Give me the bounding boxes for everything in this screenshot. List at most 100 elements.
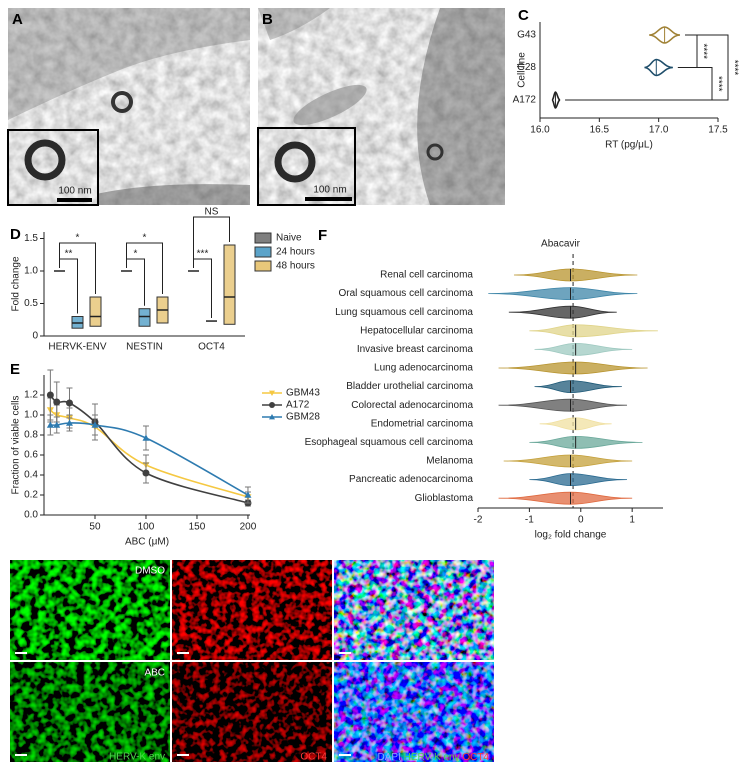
panel-label: A — [12, 11, 23, 28]
significance-label: **** — [712, 76, 723, 92]
series-line — [49, 394, 249, 504]
violin — [498, 361, 648, 375]
legend-label: Naive — [276, 233, 302, 244]
series-line — [50, 422, 249, 496]
scale-label: 100 nm — [313, 185, 346, 196]
legend-label: 48 hours — [276, 261, 315, 272]
x-tick-label: 0 — [578, 515, 584, 526]
em-particle — [111, 91, 133, 113]
merge-label: DAPI HERV-K env OCT4 — [377, 752, 489, 763]
x-tick-label: 50 — [89, 522, 101, 533]
significance-bracket — [59, 242, 96, 294]
box — [89, 296, 102, 327]
significance-bracket — [565, 67, 713, 101]
point — [65, 419, 73, 426]
y-tick-label: 1.5 — [24, 233, 38, 244]
violin — [529, 473, 628, 487]
x-tick-label: 150 — [189, 522, 206, 533]
significance-bracket — [193, 216, 230, 268]
point — [244, 491, 252, 498]
x-tick-label: 1 — [629, 515, 635, 526]
chart-title: Abacavir — [541, 239, 581, 250]
panel-label: C — [518, 7, 529, 24]
inset-border — [257, 127, 356, 206]
category-label: Melanoma — [426, 456, 473, 467]
category-label: Lung squamous cell carcinoma — [335, 307, 473, 318]
category-label: Hepatocellular carcinoma — [360, 325, 473, 336]
em-structure — [293, 84, 367, 126]
x-tick-label: 100 — [138, 522, 155, 533]
y-tick-label: 0.5 — [24, 298, 38, 309]
microscopy-grid — [10, 560, 494, 762]
y-tick-label: 0.6 — [24, 450, 38, 461]
violin — [508, 305, 617, 319]
category-label: Colorectal adenocarcinoma — [351, 400, 473, 411]
x-tick-label: 16.0 — [530, 125, 550, 136]
tile-signal — [172, 560, 332, 660]
violin — [534, 380, 622, 394]
category-label: A172 — [513, 95, 537, 106]
legend-label: A172 — [286, 400, 310, 411]
point — [91, 421, 99, 428]
y-tick-label: 0 — [32, 331, 38, 342]
box — [223, 244, 236, 325]
category-label: Pancreatic adenocarcinoma — [349, 474, 473, 485]
category-label: Endometrial carcinoma — [371, 418, 474, 429]
panel-label: F — [318, 227, 327, 244]
condition-label: ABC — [144, 668, 165, 679]
em-particle — [274, 141, 316, 183]
em-particle — [426, 143, 444, 161]
tile-signal — [334, 560, 494, 660]
em-structure — [258, 8, 330, 40]
x-tick-label: -1 — [525, 515, 534, 526]
tile-signal — [10, 560, 170, 660]
significance-bracket — [126, 258, 145, 306]
significance-bracket — [126, 242, 163, 294]
category-label: Oral squamous cell carcinoma — [339, 288, 474, 299]
em-structure — [8, 8, 250, 120]
y-tick-label: 0.2 — [24, 490, 38, 501]
violin — [529, 435, 643, 449]
em-particle — [24, 139, 66, 181]
y-axis-label: Cell line — [517, 52, 528, 88]
tile-signal — [334, 662, 494, 762]
point — [46, 421, 54, 428]
violin — [498, 398, 628, 412]
point — [142, 469, 150, 477]
significance-label: **** — [697, 43, 708, 59]
significance-bracket — [59, 258, 78, 314]
inset — [258, 128, 355, 205]
y-axis-label: Fraction of viable cells — [11, 396, 22, 495]
legend-marker — [269, 390, 275, 396]
violin — [503, 454, 633, 468]
significance-label: * — [76, 233, 80, 244]
violin — [529, 324, 658, 338]
x-tick-label: HERVK-ENV — [48, 342, 106, 353]
significance-label: * — [134, 249, 138, 260]
legend-swatch — [254, 246, 272, 258]
channel-label: OCT4 — [300, 752, 327, 763]
x-tick-label: -2 — [474, 515, 483, 526]
y-tick-label: 0.4 — [24, 470, 38, 481]
channel-label: HERV-K env — [109, 752, 165, 763]
y-tick-label: 0.8 — [24, 430, 38, 441]
merge-label-dapi: DAPI — [377, 752, 400, 763]
violin — [534, 342, 633, 356]
y-tick-label: 1.0 — [24, 266, 38, 277]
category-label: G43 — [517, 30, 536, 41]
box — [138, 308, 151, 327]
legend-swatch — [254, 260, 272, 272]
violin — [513, 268, 638, 282]
x-tick-label: NESTIN — [126, 342, 163, 353]
legend-label: 24 hours — [276, 247, 315, 258]
x-tick-label: 17.5 — [708, 125, 728, 136]
significance-label: NS — [205, 207, 219, 218]
em-structure — [60, 184, 250, 205]
y-tick-label: 0.0 — [24, 510, 38, 521]
significance-label: ** — [65, 249, 73, 260]
violin — [488, 287, 638, 301]
point — [53, 421, 61, 428]
significance-label: **** — [728, 60, 739, 76]
panel-label: D — [10, 226, 21, 243]
